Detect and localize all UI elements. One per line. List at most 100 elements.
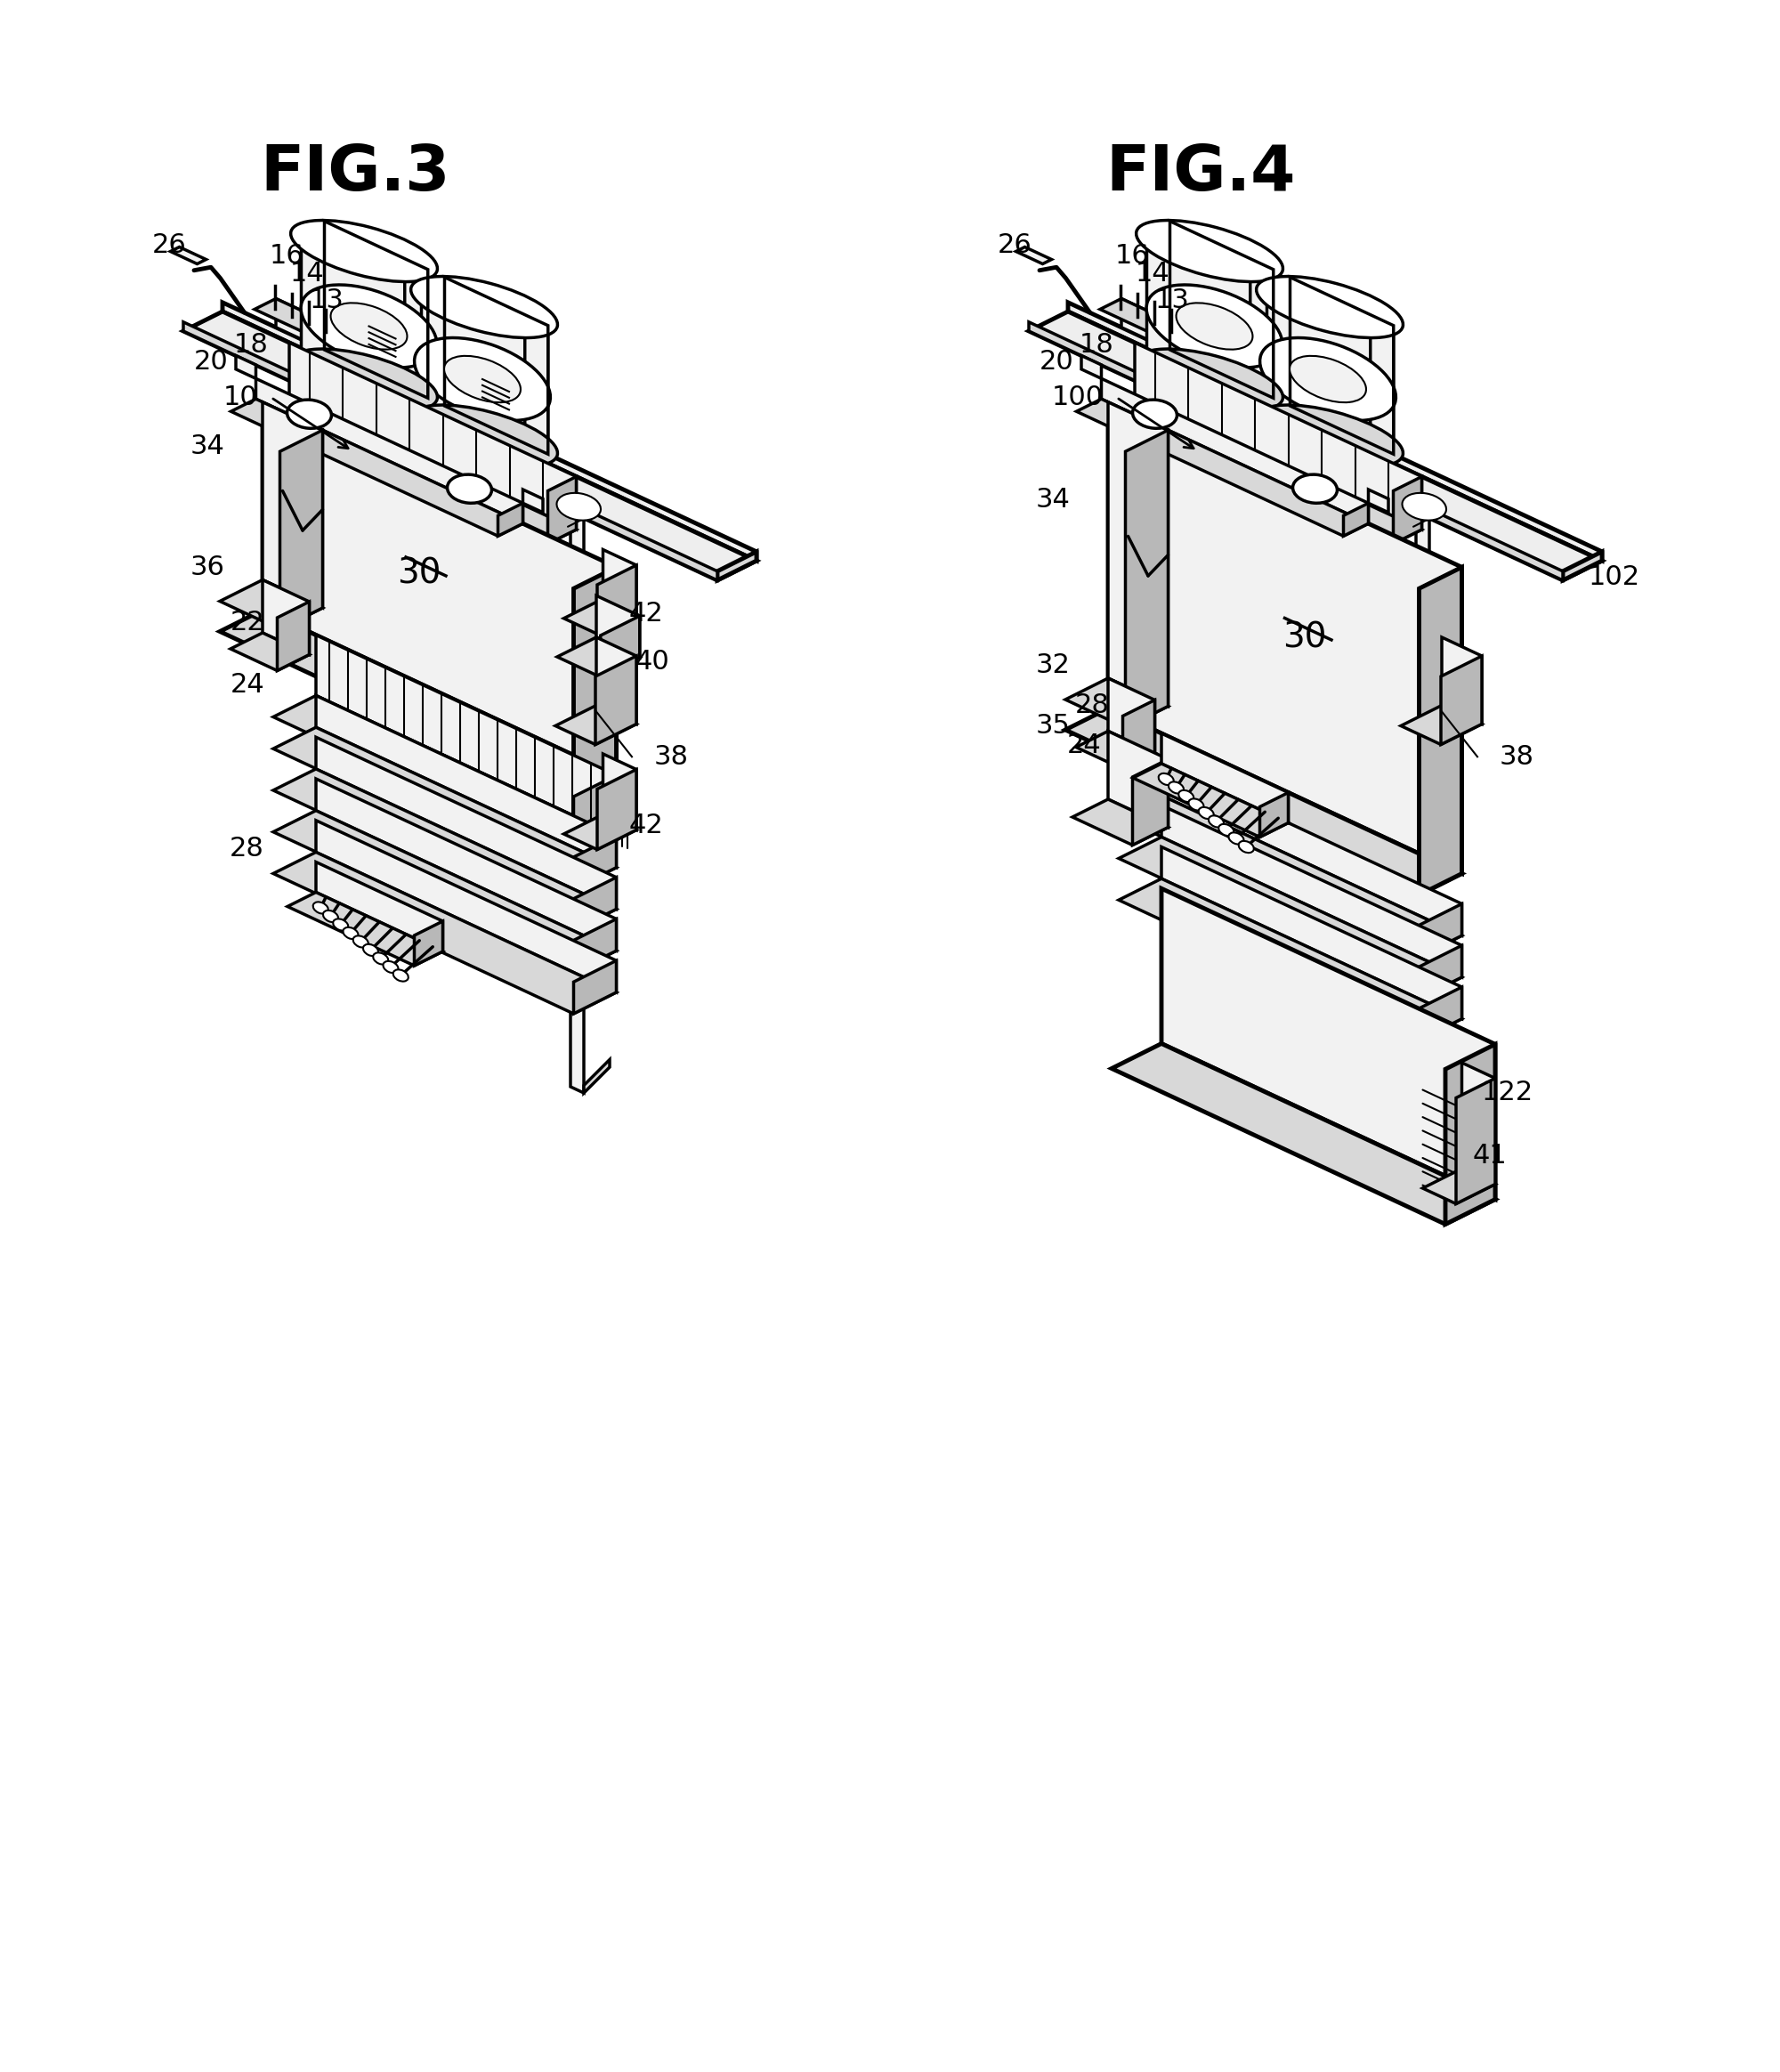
Polygon shape bbox=[1121, 298, 1202, 365]
Text: FIG.4: FIG.4 bbox=[1105, 143, 1296, 203]
Polygon shape bbox=[222, 303, 756, 562]
Polygon shape bbox=[260, 396, 577, 543]
Ellipse shape bbox=[313, 901, 328, 914]
Ellipse shape bbox=[1159, 773, 1173, 785]
Polygon shape bbox=[1394, 477, 1422, 543]
Polygon shape bbox=[1136, 342, 1422, 530]
Text: 28: 28 bbox=[230, 837, 263, 862]
Polygon shape bbox=[598, 566, 637, 634]
Ellipse shape bbox=[447, 474, 491, 503]
Polygon shape bbox=[1161, 847, 1461, 1019]
Polygon shape bbox=[274, 727, 616, 889]
Polygon shape bbox=[1120, 837, 1461, 999]
Text: 10: 10 bbox=[222, 385, 258, 410]
Polygon shape bbox=[1161, 733, 1289, 823]
Polygon shape bbox=[1102, 379, 1369, 524]
Ellipse shape bbox=[1257, 404, 1403, 466]
Ellipse shape bbox=[1132, 400, 1177, 429]
Ellipse shape bbox=[1136, 220, 1283, 282]
Polygon shape bbox=[335, 336, 356, 375]
Polygon shape bbox=[324, 222, 427, 398]
Polygon shape bbox=[1029, 311, 1602, 580]
Ellipse shape bbox=[290, 348, 438, 410]
Polygon shape bbox=[274, 769, 616, 930]
Polygon shape bbox=[263, 402, 616, 775]
Polygon shape bbox=[1082, 356, 1102, 379]
Text: 16: 16 bbox=[1116, 242, 1150, 269]
Ellipse shape bbox=[344, 928, 358, 939]
Text: FIG.3: FIG.3 bbox=[260, 143, 450, 203]
Polygon shape bbox=[1419, 568, 1461, 895]
Ellipse shape bbox=[374, 953, 388, 963]
Ellipse shape bbox=[411, 404, 557, 466]
Polygon shape bbox=[573, 876, 616, 930]
Polygon shape bbox=[1100, 298, 1202, 346]
Ellipse shape bbox=[1292, 474, 1337, 503]
Polygon shape bbox=[1419, 945, 1461, 999]
Polygon shape bbox=[1064, 678, 1168, 727]
Polygon shape bbox=[1419, 986, 1461, 1040]
Polygon shape bbox=[317, 779, 616, 951]
Ellipse shape bbox=[322, 910, 338, 922]
Ellipse shape bbox=[1290, 356, 1365, 402]
Polygon shape bbox=[278, 601, 310, 671]
Ellipse shape bbox=[290, 220, 438, 282]
Polygon shape bbox=[1120, 879, 1461, 1040]
Polygon shape bbox=[279, 431, 322, 630]
Ellipse shape bbox=[363, 945, 379, 955]
Polygon shape bbox=[183, 321, 717, 580]
Text: 30: 30 bbox=[1283, 620, 1326, 655]
Polygon shape bbox=[1107, 402, 1168, 707]
Ellipse shape bbox=[393, 970, 408, 982]
Polygon shape bbox=[595, 657, 637, 744]
Ellipse shape bbox=[1228, 833, 1244, 843]
Text: 28: 28 bbox=[1075, 692, 1109, 719]
Polygon shape bbox=[1290, 278, 1394, 454]
Polygon shape bbox=[603, 549, 637, 613]
Ellipse shape bbox=[557, 493, 602, 520]
Ellipse shape bbox=[1168, 781, 1184, 794]
Polygon shape bbox=[1422, 1169, 1495, 1204]
Polygon shape bbox=[1161, 889, 1495, 1200]
Text: 24: 24 bbox=[231, 671, 265, 698]
Ellipse shape bbox=[383, 961, 399, 974]
Polygon shape bbox=[231, 632, 310, 671]
Polygon shape bbox=[1401, 704, 1481, 744]
Polygon shape bbox=[584, 1059, 609, 1092]
Polygon shape bbox=[1344, 503, 1369, 537]
Text: 22: 22 bbox=[231, 609, 265, 636]
Text: 26: 26 bbox=[997, 232, 1032, 257]
Polygon shape bbox=[1072, 800, 1168, 845]
Text: 41: 41 bbox=[1472, 1144, 1508, 1169]
Polygon shape bbox=[274, 696, 616, 858]
Polygon shape bbox=[274, 852, 616, 1013]
Polygon shape bbox=[1016, 247, 1052, 263]
Polygon shape bbox=[317, 634, 616, 835]
Polygon shape bbox=[557, 638, 639, 678]
Polygon shape bbox=[596, 638, 637, 723]
Polygon shape bbox=[1161, 765, 1461, 937]
Polygon shape bbox=[1419, 903, 1461, 957]
Polygon shape bbox=[573, 961, 616, 1013]
Polygon shape bbox=[570, 503, 584, 1092]
Polygon shape bbox=[1267, 288, 1371, 466]
Ellipse shape bbox=[1177, 303, 1253, 350]
Polygon shape bbox=[598, 769, 637, 850]
Polygon shape bbox=[498, 503, 523, 537]
Ellipse shape bbox=[1239, 841, 1253, 854]
Polygon shape bbox=[1169, 222, 1273, 398]
Text: 100: 100 bbox=[1052, 385, 1104, 410]
Polygon shape bbox=[1064, 709, 1461, 895]
Text: 42: 42 bbox=[628, 812, 664, 837]
Polygon shape bbox=[1417, 503, 1429, 1206]
Polygon shape bbox=[573, 920, 616, 972]
Text: 32: 32 bbox=[1036, 653, 1070, 680]
Polygon shape bbox=[555, 704, 637, 744]
Text: 18: 18 bbox=[233, 332, 269, 358]
Polygon shape bbox=[1445, 1044, 1495, 1225]
Text: 35: 35 bbox=[1036, 713, 1070, 740]
Polygon shape bbox=[1563, 551, 1602, 580]
Polygon shape bbox=[1107, 402, 1461, 874]
Text: 14: 14 bbox=[1136, 261, 1169, 286]
Text: 13: 13 bbox=[310, 288, 344, 313]
